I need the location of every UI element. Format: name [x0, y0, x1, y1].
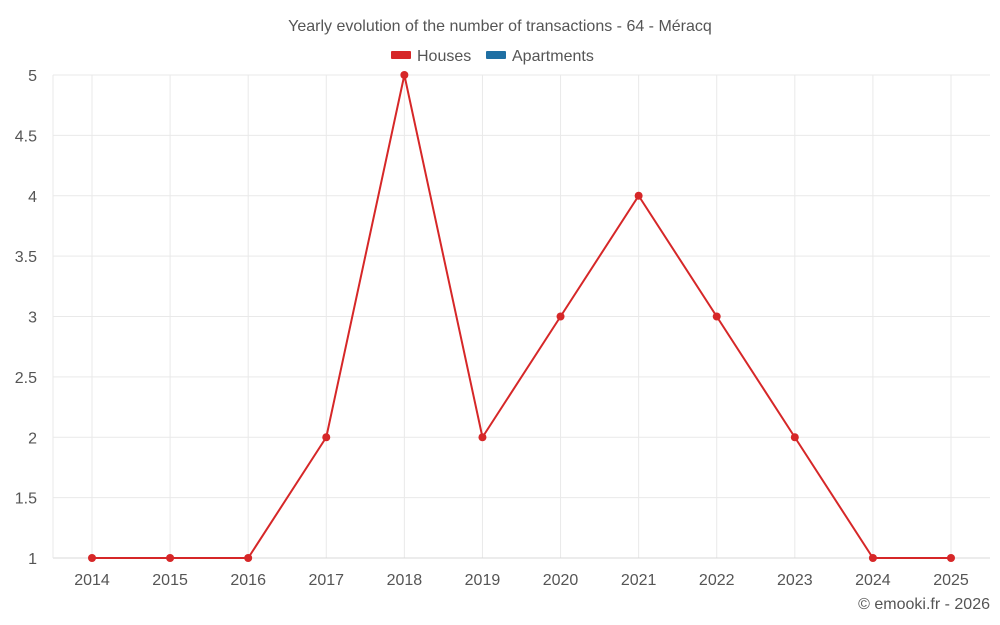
- y-tick-label: 4.5: [15, 128, 37, 145]
- legend-label-houses[interactable]: Houses: [417, 48, 471, 65]
- x-tick-label: 2025: [933, 572, 969, 589]
- y-tick-label: 4: [28, 189, 37, 206]
- series-points: [88, 71, 955, 562]
- legend-swatch-apartments[interactable]: [486, 51, 506, 59]
- data-point-houses[interactable]: [868, 554, 877, 562]
- x-tick-label: 2017: [308, 572, 344, 589]
- data-point-houses[interactable]: [947, 554, 955, 562]
- y-tick-label: 3.5: [15, 249, 37, 266]
- x-tick-label: 2016: [230, 572, 266, 589]
- x-tick-label: 2019: [465, 572, 501, 589]
- legend-swatch-houses[interactable]: [391, 51, 411, 59]
- data-point-houses[interactable]: [478, 433, 487, 442]
- y-tick-label: 3: [28, 310, 37, 327]
- x-tick-label: 2023: [777, 572, 813, 589]
- x-tick-label: 2024: [855, 572, 891, 589]
- y-tick-label: 2: [28, 430, 37, 447]
- x-tick-label: 2022: [699, 572, 735, 589]
- gridlines: [53, 74, 990, 558]
- data-point-houses[interactable]: [790, 433, 799, 442]
- x-tick-label: 2018: [387, 572, 423, 589]
- y-tick-label: 5: [28, 68, 37, 85]
- data-point-houses[interactable]: [244, 554, 253, 562]
- y-axis-ticks: 1 1.5 2 2.5 3 3.5 4 4.5 5: [15, 68, 37, 568]
- data-point-houses[interactable]: [712, 312, 721, 321]
- series-line-houses[interactable]: [92, 74, 951, 559]
- data-point-houses[interactable]: [634, 191, 643, 200]
- chart-title: Yearly evolution of the number of transa…: [288, 18, 712, 35]
- x-tick-label: 2021: [621, 572, 657, 589]
- data-point-houses[interactable]: [400, 71, 409, 79]
- y-tick-label: 1.5: [15, 491, 37, 508]
- x-tick-label: 2020: [543, 572, 579, 589]
- series-lines: [92, 74, 951, 559]
- y-tick-label: 1: [28, 551, 37, 568]
- data-point-houses[interactable]: [88, 554, 96, 562]
- footer-credit: © emooki.fr - 2026: [858, 596, 990, 613]
- data-point-houses[interactable]: [556, 312, 565, 321]
- data-point-houses[interactable]: [166, 554, 175, 562]
- x-tick-label: 2014: [74, 572, 110, 589]
- x-tick-label: 2015: [152, 572, 188, 589]
- y-tick-label: 2.5: [15, 370, 37, 387]
- x-axis-ticks: 2014 2015 2016 2017 2018 2019 2020 2021 2022 2023…: [74, 572, 969, 589]
- legend-label-apartments[interactable]: Apartments: [512, 48, 594, 65]
- data-point-houses[interactable]: [322, 433, 331, 442]
- chart-legend: Houses Apartments: [391, 48, 594, 65]
